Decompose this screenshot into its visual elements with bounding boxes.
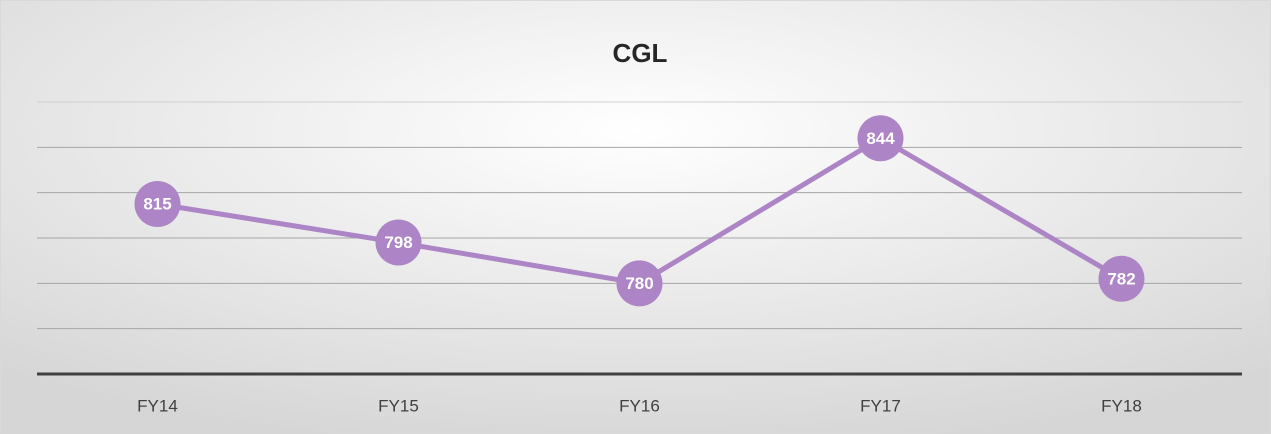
data-label: 798 [384,233,412,252]
data-point [857,115,904,162]
x-tick-label: FY15 [378,396,419,415]
x-tick-label: FY18 [1101,396,1142,415]
data-point [1098,255,1145,302]
chart-title: CGL [613,38,668,68]
data-point [134,181,181,227]
data-label: 815 [143,194,171,213]
x-tick-label: FY17 [860,396,901,415]
x-tick-label: FY16 [619,396,660,415]
data-label: 780 [625,274,653,293]
data-point [375,219,422,266]
data-label: 782 [1107,269,1135,288]
x-tick-label: FY14 [137,396,178,415]
data-point [616,260,663,307]
data-label: 844 [866,129,895,148]
